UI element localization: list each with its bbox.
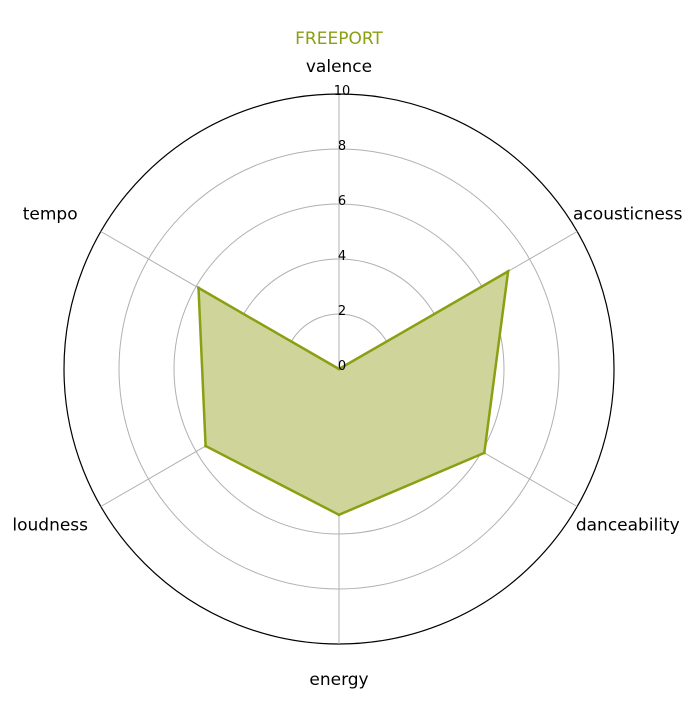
tick-label: 0 (338, 359, 346, 374)
data-point-valence (337, 367, 341, 371)
data-point-energy (337, 513, 341, 517)
tick-label: 2 (338, 304, 346, 319)
tick-layer: 0 2 4 6 8 10 (334, 84, 351, 374)
series-area (197, 269, 510, 517)
tick-label: 8 (338, 139, 346, 154)
tick-label: 6 (338, 194, 346, 209)
chart-title: FREEPORT (295, 29, 383, 49)
series-layer (196, 269, 510, 517)
tick-label: 10 (334, 84, 351, 99)
data-point-acousticness (506, 269, 510, 273)
axis-label-layer: valence acousticness danceability energy lou… (12, 57, 682, 690)
axis-label-energy: energy (309, 670, 368, 690)
data-point-tempo (196, 286, 200, 290)
tick-label: 4 (338, 249, 346, 264)
axis-label-valence: valence (306, 57, 372, 77)
axis-label-loudness: loudness (12, 516, 88, 536)
data-point-loudness (204, 444, 208, 448)
axis-label-danceability: danceability (576, 516, 680, 536)
axis-label-tempo: tempo (23, 205, 78, 225)
data-point-danceability (482, 451, 486, 455)
axis-label-acousticness: acousticness (573, 205, 683, 225)
